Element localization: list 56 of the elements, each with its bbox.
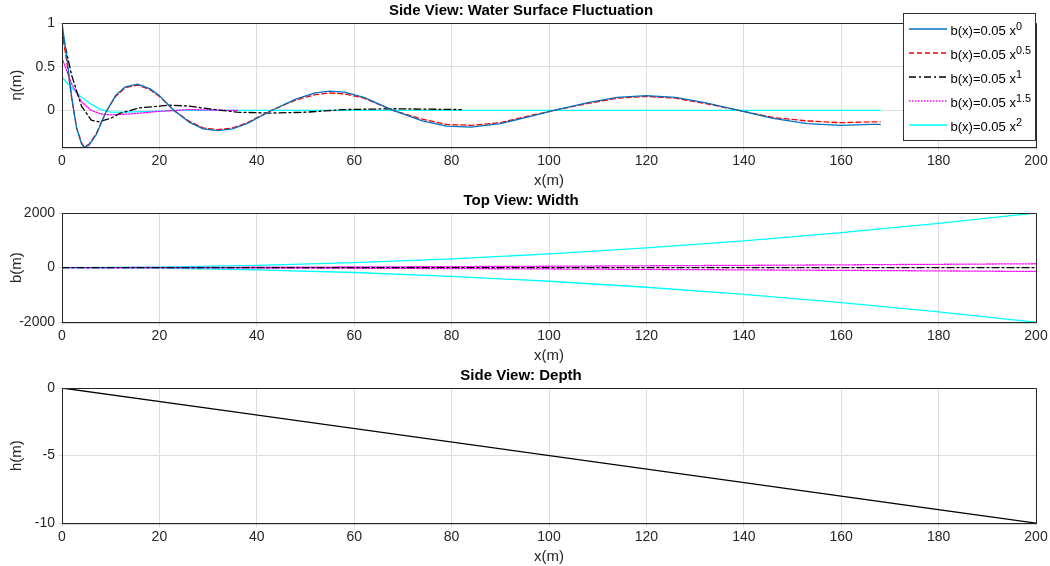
x-tick-label: 180 xyxy=(926,528,951,545)
x-tick-label: 0 xyxy=(58,528,67,545)
y-tick-label: 0 xyxy=(47,258,56,275)
y-tick-label: 0 xyxy=(47,101,56,118)
x-tick-label: 40 xyxy=(249,152,265,169)
y-axis-title: h(m) xyxy=(7,440,25,472)
x-tick-label: 160 xyxy=(829,528,854,545)
x-tick-label: 0 xyxy=(58,327,67,344)
x-tick-label: 80 xyxy=(443,528,460,545)
y-tick-label: -5 xyxy=(42,446,56,463)
y-tick-label: 0 xyxy=(47,378,56,395)
x-axis-title: x(m) xyxy=(534,547,564,565)
x-tick-label: 40 xyxy=(249,327,265,344)
x-tick-label: 100 xyxy=(537,528,561,545)
x-tick-label: 20 xyxy=(151,152,168,169)
x-tick-label: 120 xyxy=(634,528,659,545)
y-tick-label: 2000 xyxy=(23,203,56,220)
x-tick-label: 0 xyxy=(58,152,67,169)
chart-title: Side View: Depth xyxy=(460,366,582,384)
y-tick-label: 0.5 xyxy=(35,57,56,74)
x-tick-label: 200 xyxy=(1024,327,1048,344)
legend-label: b(x)=0.05 x$^{0}$ xyxy=(950,19,1022,39)
x-tick-label: 160 xyxy=(829,327,854,344)
y-axis-title: η(m) xyxy=(7,69,25,101)
legend-label: b(x)=0.05 x$^{1.5}$ xyxy=(950,91,1031,111)
x-tick-label: 120 xyxy=(634,152,659,169)
x-tick-label: 160 xyxy=(829,152,854,169)
x-tick-label: 120 xyxy=(634,327,659,344)
x-tick-label: 140 xyxy=(732,152,756,169)
legend-label: b(x)=0.05 x$^{1}$ xyxy=(950,67,1022,87)
y-tick-label: 1 xyxy=(47,13,56,30)
x-tick-label: 80 xyxy=(443,152,460,169)
x-tick-label: 20 xyxy=(151,528,168,545)
x-axis-title: x(m) xyxy=(534,346,564,364)
x-tick-label: 60 xyxy=(346,528,363,545)
chart-title: Top View: Width xyxy=(463,191,579,209)
x-tick-label: 200 xyxy=(1024,528,1048,545)
x-tick-label: 140 xyxy=(732,327,756,344)
chart-title: Side View: Water Surface Fluctuation xyxy=(388,1,654,19)
y-tick-label: -10 xyxy=(34,514,56,531)
x-tick-label: 200 xyxy=(1024,152,1048,169)
x-tick-label: 80 xyxy=(443,327,460,344)
x-tick-label: 180 xyxy=(926,327,951,344)
x-axis-title: x(m) xyxy=(534,171,564,189)
x-tick-label: 40 xyxy=(249,528,265,545)
x-tick-label: 100 xyxy=(537,327,561,344)
x-tick-label: 100 xyxy=(537,152,561,169)
x-tick-label: 140 xyxy=(732,528,756,545)
legend-label: b(x)=0.05 x$^{2}$ xyxy=(950,115,1022,135)
x-tick-label: 20 xyxy=(151,327,168,344)
x-tick-label: 180 xyxy=(926,152,951,169)
y-axis-title: b(m) xyxy=(7,252,25,284)
legend-label: b(x)=0.05 x$^{0.5}$ xyxy=(950,43,1031,63)
x-tick-label: 60 xyxy=(346,152,363,169)
y-tick-label: -2000 xyxy=(19,313,56,330)
x-tick-label: 60 xyxy=(346,327,363,344)
